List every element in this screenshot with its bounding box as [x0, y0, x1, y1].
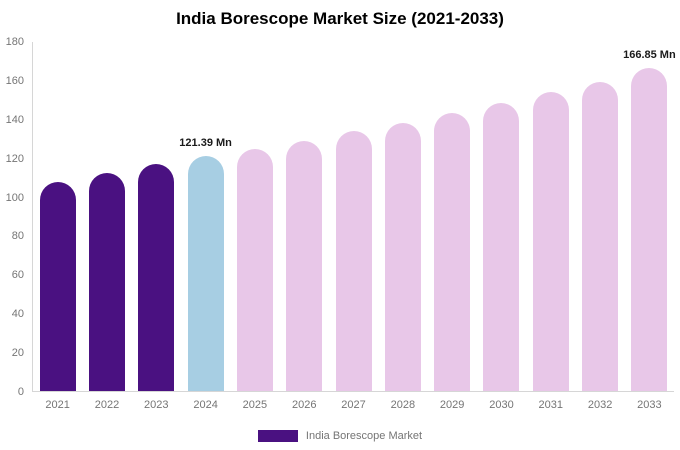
bar-2021 [39, 181, 76, 391]
y-tick-label-100: 100 [5, 191, 24, 204]
x-tick-label-2021: 2021 [45, 399, 70, 411]
bar-slot-2029: 2029 [428, 42, 477, 411]
legend: India Borescope Market [0, 430, 680, 442]
x-tick-label-2027: 2027 [341, 399, 366, 411]
x-tick-label-2033: 2033 [637, 399, 662, 411]
x-tick-label-2030: 2030 [489, 399, 514, 411]
bar-slot-2027: 2027 [329, 42, 378, 411]
x-tick-label-2022: 2022 [94, 399, 120, 411]
x-tick-label-2024: 2024 [193, 399, 218, 411]
legend-label: India Borescope Market [305, 430, 423, 442]
bar-slot-2033: 166.85 Mn 2033 [623, 42, 676, 412]
bar-slot-2028: 2028 [378, 42, 427, 411]
x-tick-label-2029: 2029 [439, 399, 465, 411]
y-tick-label-140: 140 [5, 113, 24, 126]
y-tick-label-180: 180 [5, 36, 24, 48]
y-tick-label-80: 80 [11, 230, 24, 243]
x-tick-label-2023: 2023 [144, 399, 169, 411]
x-tick-label-2032: 2032 [587, 399, 613, 411]
x-tick-label-2026: 2026 [291, 399, 317, 411]
bar-2033 [631, 67, 668, 391]
y-tick-label-40: 40 [11, 308, 24, 321]
bar-2030 [483, 103, 520, 391]
y-tick-label-0: 0 [17, 386, 24, 398]
bar-2028 [384, 123, 421, 391]
bar-2027 [335, 131, 372, 391]
bar-2022 [88, 172, 125, 391]
y-axis: 0 20 40 60 80 100 120 140 160 180 [0, 36, 28, 398]
bar-2025 [236, 148, 273, 391]
bar-2032 [582, 81, 619, 391]
bar-2024 [187, 155, 224, 391]
bar-slot-2032: 2032 [575, 42, 624, 411]
y-tick-label-120: 120 [5, 152, 24, 165]
data-label-2024: 121.39 Mn [179, 136, 232, 149]
y-tick-label-20: 20 [11, 347, 24, 360]
bars: 2021 2022 2023 121.39 Mn 2024 2025 2026 2027 202… [33, 42, 676, 412]
bar-slot-2023: 2023 [132, 42, 181, 411]
bar-slot-2025: 2025 [230, 42, 279, 411]
bar-2029 [434, 112, 471, 391]
y-tick-label-60: 60 [11, 269, 24, 282]
bar-slot-2024: 121.39 Mn 2024 [179, 42, 232, 411]
bar-slot-2030: 2030 [477, 42, 526, 411]
x-tick-label-2031: 2031 [538, 399, 564, 411]
y-tick-label-160: 160 [5, 74, 24, 87]
bar-2023 [138, 164, 175, 391]
bar-slot-2022: 2022 [82, 42, 131, 411]
legend-swatch [257, 430, 298, 442]
x-tick-label-2028: 2028 [390, 399, 416, 411]
bar-2026 [286, 140, 323, 391]
plot-area: 2021 2022 2023 121.39 Mn 2024 2025 2026 2027 202… [32, 42, 676, 412]
bar-2031 [532, 92, 569, 391]
bar-slot-2031: 2031 [526, 42, 575, 411]
data-label-2033: 166.85 Mn [623, 48, 676, 61]
chart-title: India Borescope Market Size (2021-2033) [176, 9, 504, 28]
x-tick-label-2025: 2025 [242, 399, 268, 411]
bar-slot-2026: 2026 [280, 42, 329, 411]
bar-slot-2021: 2021 [33, 42, 82, 411]
